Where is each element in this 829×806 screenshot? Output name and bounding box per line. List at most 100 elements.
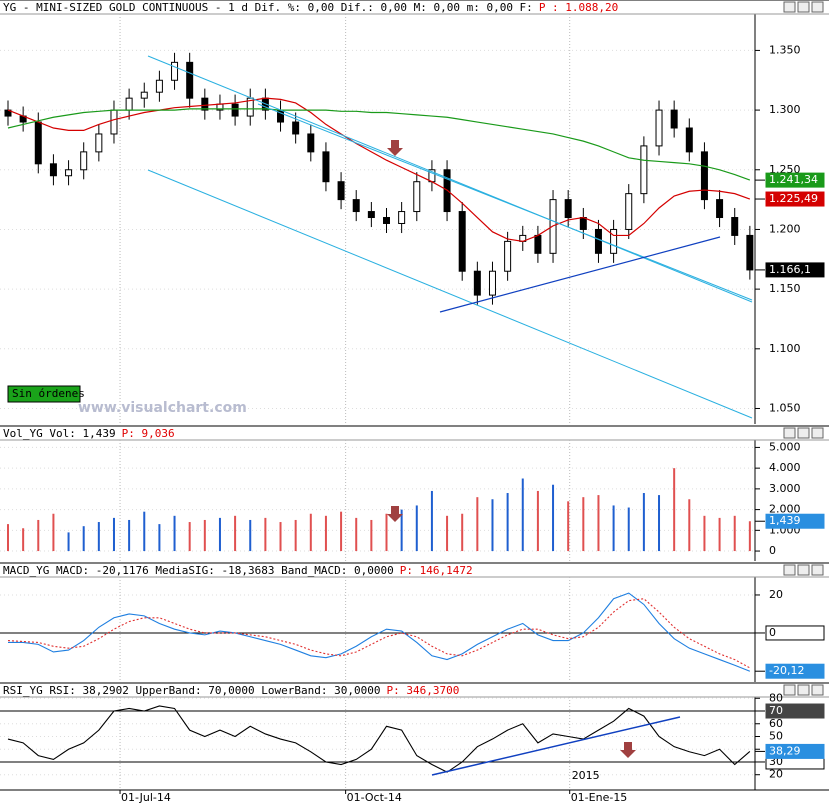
volume-bar xyxy=(218,517,221,552)
y-tick-label: 1.100 xyxy=(769,342,801,355)
y-tick-label: 5.000 xyxy=(769,440,801,453)
volume-bar xyxy=(536,490,539,552)
candle-body xyxy=(110,109,118,135)
moving-average xyxy=(7,108,751,181)
y-tick-label: 60 xyxy=(769,717,783,730)
arrow xyxy=(387,140,403,156)
volume-bar xyxy=(158,524,161,552)
volume-bar xyxy=(642,493,645,552)
window-button xyxy=(797,427,810,439)
value-marker xyxy=(765,663,825,679)
y-tick-label: 1.050 xyxy=(769,401,801,414)
window-button xyxy=(811,427,824,439)
candle-body xyxy=(716,199,724,219)
x-tick-label: 01-Oct-14 xyxy=(347,791,402,804)
volume-bar xyxy=(52,513,55,552)
volume-bar xyxy=(430,490,433,552)
volume-bar xyxy=(7,524,9,552)
volume-bar xyxy=(203,519,206,552)
volume-bar xyxy=(82,526,85,552)
candle-body xyxy=(322,151,330,183)
candle-body xyxy=(594,228,602,254)
candle-body xyxy=(171,61,179,81)
indicator-line xyxy=(8,592,751,672)
value-marker xyxy=(765,703,825,719)
volume-bar xyxy=(324,515,327,552)
arrow xyxy=(620,742,636,758)
y-tick-label: 50 xyxy=(769,729,783,742)
candle-body xyxy=(610,228,618,254)
value-marker-label: 70 xyxy=(769,704,783,717)
candle-body xyxy=(746,234,754,271)
candle-body xyxy=(398,211,406,224)
candle-body xyxy=(155,79,163,93)
y-tick-label: 3.000 xyxy=(769,482,801,495)
year-label: 2015 xyxy=(572,769,600,782)
indicator-line xyxy=(7,705,751,773)
volume-bar xyxy=(128,519,131,552)
y-tick-label: 0 xyxy=(769,544,776,557)
trend-line xyxy=(439,236,721,313)
volume-bar xyxy=(309,513,312,552)
volume-bar xyxy=(673,468,676,552)
value-marker xyxy=(765,513,825,529)
candle-body xyxy=(731,217,739,236)
volume-bar xyxy=(67,532,70,552)
y-tick-label: 1.300 xyxy=(769,103,801,116)
window-button xyxy=(797,684,810,696)
panel-title-extra: P: 9,036 xyxy=(122,427,175,440)
candle-body xyxy=(504,240,512,272)
candle-body xyxy=(49,163,57,177)
volume-bar xyxy=(400,509,403,552)
candle-body xyxy=(125,97,133,111)
volume-bar xyxy=(748,521,751,552)
window-button xyxy=(783,1,796,13)
volume-bar xyxy=(249,519,252,552)
window-button xyxy=(811,564,824,576)
value-marker-label: 0 xyxy=(769,626,776,639)
volume-bar xyxy=(264,517,267,552)
window-button xyxy=(783,684,796,696)
panel-title-extra: P : 1.088,20 xyxy=(539,1,618,14)
trend-line xyxy=(147,169,753,419)
volume-bar xyxy=(173,515,176,552)
window-button xyxy=(783,427,796,439)
y-tick-label: 20 xyxy=(769,768,783,781)
candle-body xyxy=(95,133,103,153)
trend-line xyxy=(147,55,753,303)
volume-bar xyxy=(188,522,191,552)
candle-body xyxy=(383,217,390,224)
volume-bar xyxy=(22,528,25,552)
y-tick-label: 20 xyxy=(769,588,783,601)
panel-title-extra: P: 146,1472 xyxy=(400,564,473,577)
volume-bar xyxy=(415,505,418,552)
x-tick-label: 01-Jul-14 xyxy=(121,791,171,804)
volume-bar xyxy=(476,497,479,552)
panel-title: YG - MINI-SIZED GOLD CONTINUOUS - 1 d Di… xyxy=(3,1,533,14)
volume-bar xyxy=(340,511,343,552)
indicator-line xyxy=(7,598,751,669)
window-button xyxy=(797,564,810,576)
volume-bar xyxy=(612,505,615,552)
volume-bar xyxy=(552,484,555,552)
volume-bar xyxy=(521,478,524,552)
volume-bar xyxy=(733,515,736,552)
candle-body xyxy=(534,234,542,254)
volume-bar xyxy=(112,517,115,552)
panel-title: Vol_YG Vol: 1,439 xyxy=(3,427,116,440)
volume-bar xyxy=(582,497,585,552)
volume-bar xyxy=(234,515,237,552)
candle-body xyxy=(292,121,300,135)
volume-bar xyxy=(627,507,630,552)
candle-body xyxy=(579,217,587,230)
candle-body xyxy=(625,193,633,230)
volume-bar xyxy=(294,519,297,552)
candle-body xyxy=(186,61,194,99)
volume-bar xyxy=(567,501,570,552)
value-marker xyxy=(765,743,825,759)
candle-body xyxy=(367,211,375,219)
candle-body xyxy=(685,127,693,153)
arrow xyxy=(387,506,403,522)
window-button xyxy=(783,564,796,576)
